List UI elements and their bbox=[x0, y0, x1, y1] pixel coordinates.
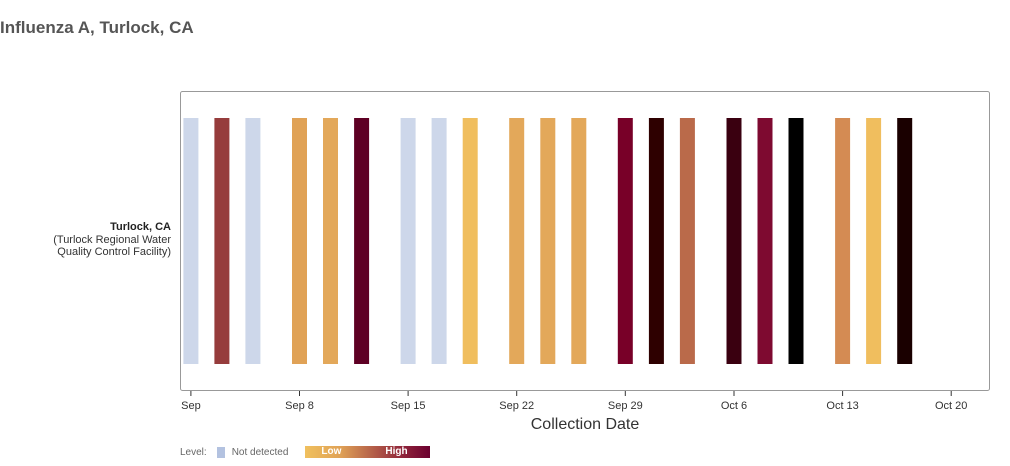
sample-bar-18[interactable] bbox=[788, 118, 804, 364]
legend-not-detected-label: Not detected bbox=[231, 446, 289, 458]
sample-bar-21[interactable] bbox=[897, 118, 913, 364]
legend-low-label: Low bbox=[321, 446, 342, 457]
x-tick-label: Sep 15 bbox=[391, 400, 426, 412]
sample-bar-14[interactable] bbox=[648, 118, 664, 364]
x-tick-label: Oct 20 bbox=[935, 400, 967, 412]
sample-bar-7[interactable] bbox=[400, 118, 416, 364]
x-axis-ticks: Sep Sep 8 Sep 15 Sep 22 Sep 29 Oct 6 Oct 13 Oct… bbox=[181, 391, 967, 412]
sample-bar-5[interactable] bbox=[323, 118, 338, 364]
legend-gradient-bar: Low High bbox=[305, 446, 431, 458]
sample-bar-12[interactable] bbox=[571, 118, 587, 364]
legend-level-label: Level: bbox=[180, 446, 207, 458]
site-subtitle-line2: Quality Control Facility) bbox=[57, 246, 171, 258]
sample-bar-1[interactable] bbox=[183, 118, 199, 364]
sample-bar-8[interactable] bbox=[431, 118, 447, 364]
legend-high-label: High bbox=[385, 446, 408, 457]
site-label: Turlock, CA (Turlock Regional Water Qual… bbox=[53, 221, 171, 259]
sample-bar-15[interactable] bbox=[679, 118, 695, 364]
bars-layer bbox=[183, 118, 913, 364]
sample-bar-19[interactable] bbox=[835, 118, 851, 364]
sample-bar-16[interactable] bbox=[726, 118, 742, 364]
page-title: Influenza A, Turlock, CA bbox=[0, 18, 194, 37]
sample-bar-11[interactable] bbox=[540, 118, 556, 364]
x-tick-label: Oct 6 bbox=[721, 400, 747, 412]
sample-bar-2[interactable] bbox=[214, 118, 230, 364]
sample-bar-3[interactable] bbox=[245, 118, 261, 364]
sample-bar-4[interactable] bbox=[292, 118, 307, 364]
site-subtitle-line1: (Turlock Regional Water bbox=[53, 233, 171, 246]
sample-bar-17[interactable] bbox=[757, 118, 773, 364]
x-axis-title: Collection Date bbox=[530, 416, 640, 433]
x-tick-label: Sep bbox=[181, 400, 201, 412]
legend: Level: Not detected Low High bbox=[180, 446, 431, 458]
legend-not-detected-swatch bbox=[216, 446, 225, 458]
sample-bar-9[interactable] bbox=[462, 118, 478, 364]
site-name: Turlock, CA bbox=[110, 221, 171, 233]
x-tick-label: Sep 29 bbox=[608, 400, 643, 412]
x-tick-label: Oct 13 bbox=[826, 400, 858, 412]
x-tick-label: Sep 22 bbox=[499, 400, 534, 412]
sample-bar-13[interactable] bbox=[617, 118, 633, 364]
x-tick-label: Sep 8 bbox=[285, 400, 314, 412]
sample-bar-6[interactable] bbox=[354, 118, 370, 364]
sample-bar-10[interactable] bbox=[509, 118, 525, 364]
sample-bar-20[interactable] bbox=[866, 118, 882, 364]
